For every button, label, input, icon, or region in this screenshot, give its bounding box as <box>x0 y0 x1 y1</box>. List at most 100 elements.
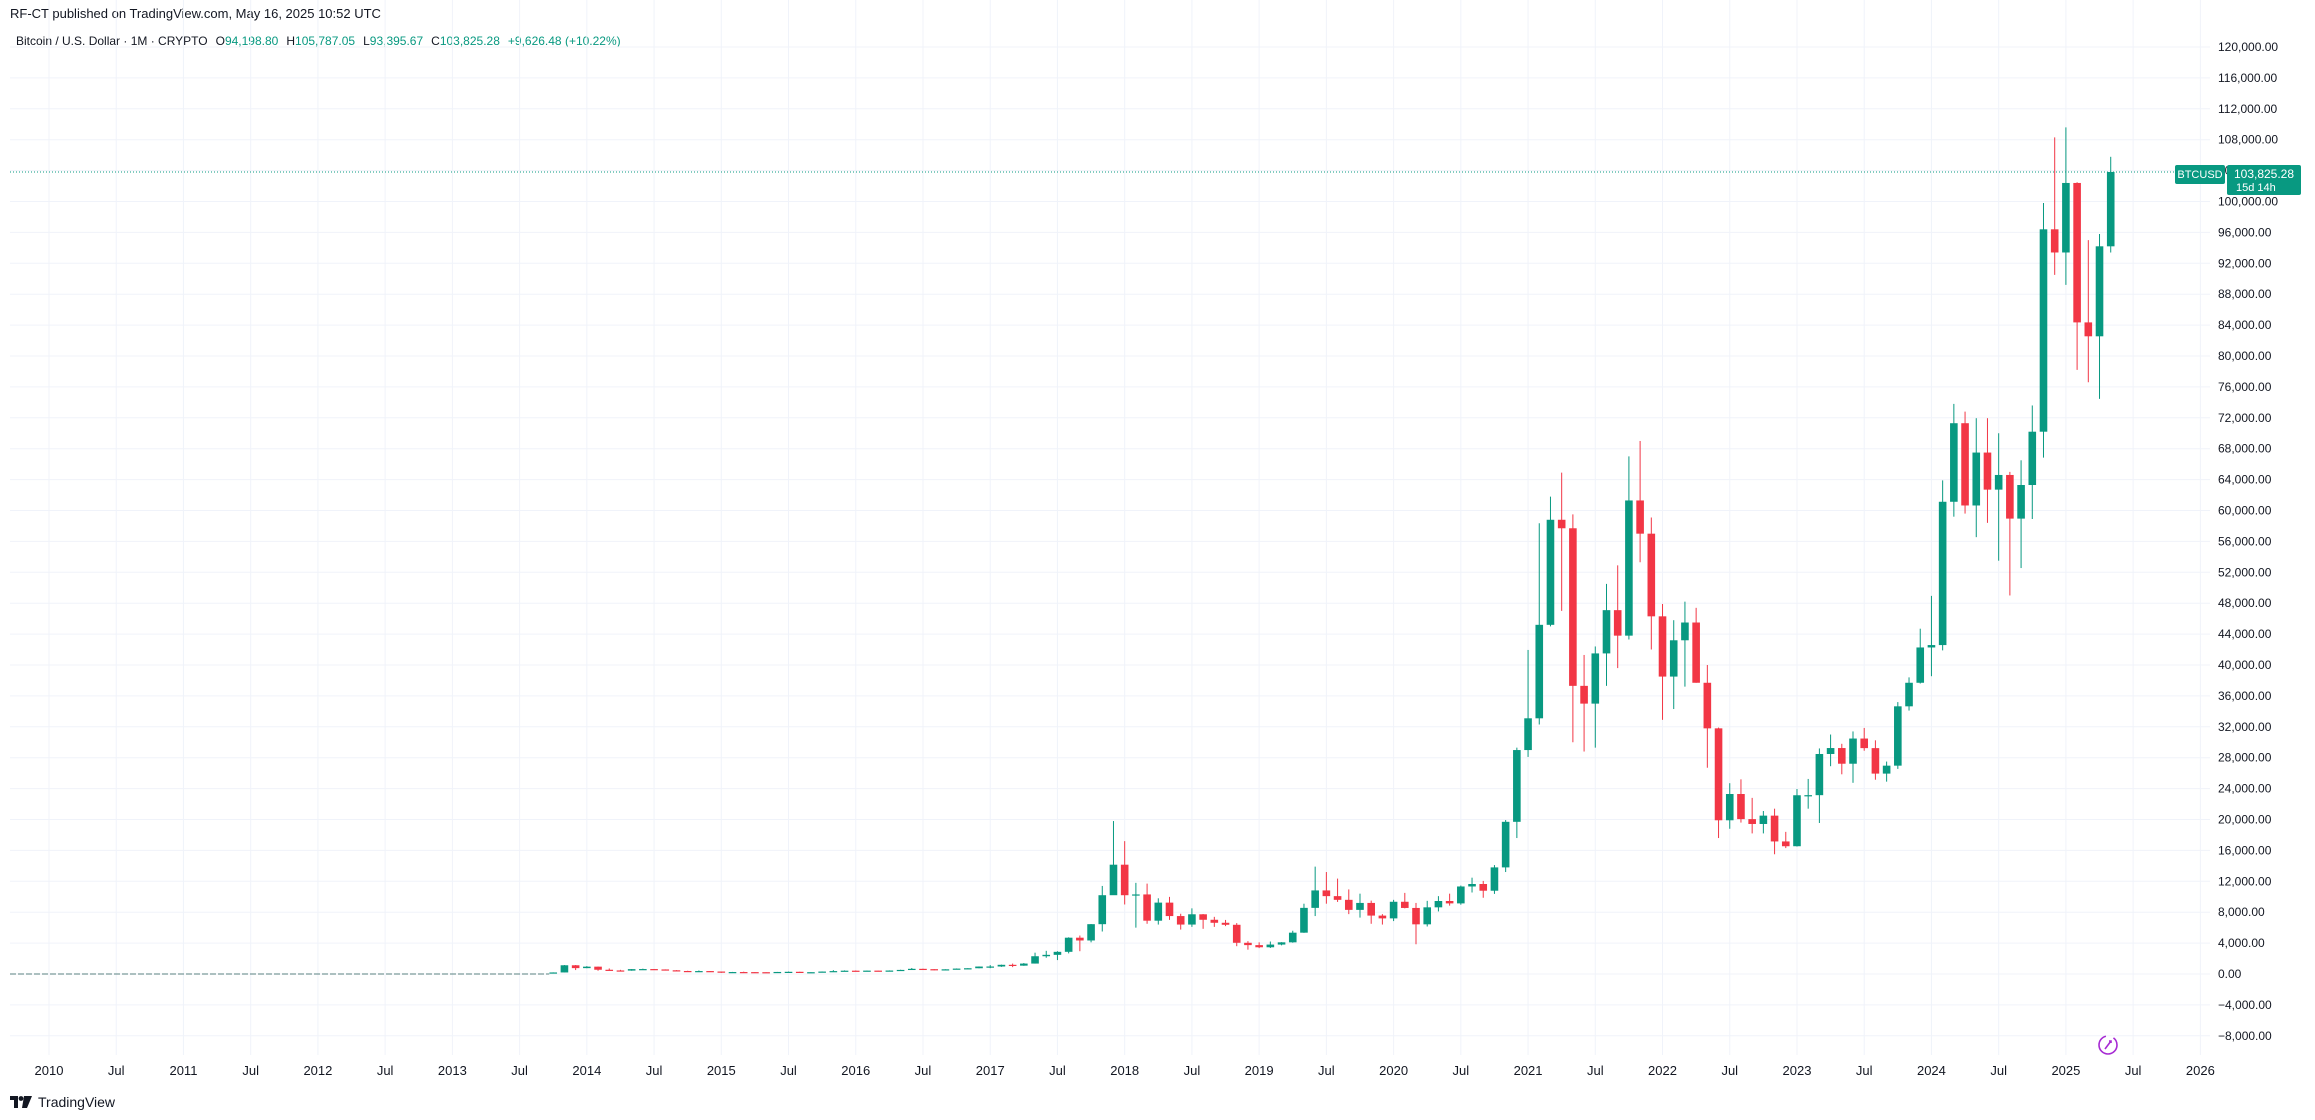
candle <box>695 970 703 973</box>
candle-body <box>1513 750 1521 822</box>
price-axis-label: 52,000.00 <box>2218 565 2272 579</box>
candle-body <box>2073 182 2081 323</box>
price-tag: BTCUSD 103,825.28 15d 14h <box>2175 165 2301 195</box>
candle <box>1300 903 1308 933</box>
candle <box>1613 565 1622 669</box>
candle <box>941 969 950 971</box>
candle-body <box>1658 616 1667 677</box>
candle <box>2073 182 2081 370</box>
candle-body <box>683 970 692 973</box>
candle <box>1871 740 1880 780</box>
candle-body <box>1232 924 1241 943</box>
candle <box>594 966 602 971</box>
candle-body <box>840 970 849 972</box>
candle-body <box>1266 944 1275 948</box>
time-axis[interactable]: 2010 Jul 2011 Jul 2012 Jul 2013 Jul 2014 Jul 2015 J… <box>35 1063 2215 1078</box>
tradingview-brand[interactable]: TradingView <box>10 1094 115 1110</box>
candle-body <box>1770 815 1779 842</box>
candle-body <box>1199 914 1207 920</box>
legend-open-label: O <box>215 34 225 48</box>
time-axis-label: 2016 <box>841 1063 870 1078</box>
candle <box>717 971 726 973</box>
candle-body <box>1076 937 1084 941</box>
time-axis-label: 2025 <box>2051 1063 2080 1078</box>
candle-body <box>1120 864 1129 896</box>
candle-body <box>1087 924 1095 941</box>
candle-body <box>1725 794 1734 821</box>
time-axis-label: 2023 <box>1783 1063 1812 1078</box>
candle <box>807 972 815 974</box>
fullscreen-icon[interactable] <box>2098 1035 2118 1055</box>
price-axis-label: 96,000.00 <box>2218 225 2272 239</box>
time-axis-label: 2011 <box>169 1063 197 1078</box>
legend-high-label: H <box>286 34 296 48</box>
candle <box>616 969 625 972</box>
candle <box>1838 743 1846 775</box>
candle <box>784 971 793 973</box>
candle-body <box>1602 610 1611 654</box>
candle <box>1524 649 1532 757</box>
candle <box>1423 900 1432 927</box>
candle-body <box>1098 895 1107 925</box>
candle <box>1770 808 1779 855</box>
candle-body <box>1322 890 1331 897</box>
candle <box>885 970 894 972</box>
candle-body <box>1479 884 1488 891</box>
candle-body <box>1972 452 1981 506</box>
candle <box>997 964 1006 967</box>
candle <box>1804 778 1812 809</box>
published-caption: RF-CT published on TradingView.com, May … <box>10 6 381 21</box>
candle <box>1479 880 1488 898</box>
candle <box>1647 517 1656 650</box>
candle-body <box>1020 963 1028 966</box>
candle-body <box>997 964 1006 967</box>
candle <box>1860 727 1869 751</box>
candle-body <box>1983 452 1992 490</box>
candle-body <box>762 972 770 974</box>
candle-body <box>1714 728 1723 821</box>
candle <box>1221 919 1230 927</box>
candle-body <box>818 971 826 973</box>
candle <box>1132 882 1140 928</box>
legend-high-value: 105,787.05 <box>295 34 356 48</box>
candle <box>1199 914 1207 929</box>
candle <box>627 969 636 971</box>
candle <box>964 968 972 970</box>
time-axis-label: Jul <box>1856 1063 1873 1078</box>
candle-body <box>1535 624 1544 719</box>
candle <box>1938 480 1947 651</box>
time-axis-label: Jul <box>1721 1063 1738 1078</box>
candle-body <box>2028 431 2037 486</box>
candle-body <box>2050 229 2059 253</box>
candle-body <box>1546 519 1555 625</box>
candle <box>1210 916 1219 927</box>
candlestick-chart[interactable]: 120,000.00 116,000.00 112,000.00 108,000.00… <box>0 0 2315 1090</box>
candle-body <box>975 966 983 969</box>
candle-body <box>1916 647 1925 683</box>
candle <box>1983 418 1992 523</box>
candle-body <box>1524 718 1532 751</box>
candle <box>1031 952 1039 964</box>
candle-body <box>1815 753 1824 796</box>
candle-body <box>919 968 927 971</box>
price-axis[interactable]: 120,000.00 116,000.00 112,000.00 108,000.00… <box>2218 40 2278 1043</box>
candle <box>2050 137 2059 275</box>
price-axis-label: 40,000.00 <box>2218 658 2272 672</box>
candle-body <box>1781 841 1790 847</box>
candle-body <box>1905 682 1913 707</box>
time-axis-label: Jul <box>780 1063 797 1078</box>
candle <box>560 965 569 973</box>
price-axis-label: 60,000.00 <box>2218 504 2272 518</box>
candle <box>1445 893 1454 906</box>
candle <box>1277 942 1286 946</box>
candle-body <box>2062 182 2070 253</box>
price-axis-label: 112,000.00 <box>2218 102 2277 116</box>
candle <box>728 971 737 974</box>
candle <box>818 971 826 973</box>
time-axis-label: 2021 <box>1514 1063 1543 1078</box>
price-axis-label: 108,000.00 <box>2218 133 2278 147</box>
candle-body <box>773 971 782 974</box>
candle <box>986 965 995 969</box>
candle <box>751 971 759 974</box>
candle <box>2062 127 2070 285</box>
